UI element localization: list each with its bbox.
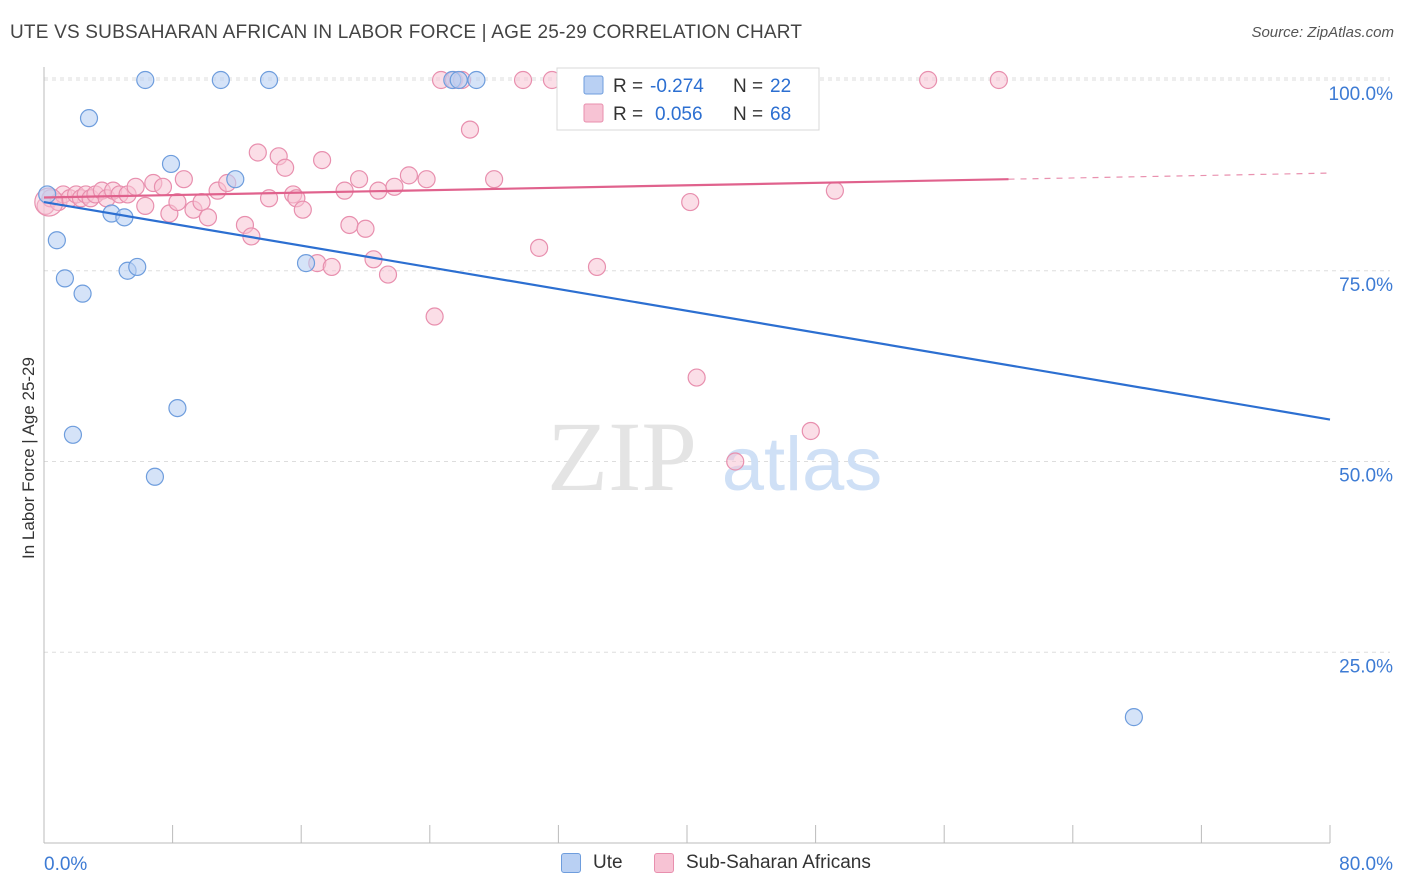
ute-point-16 xyxy=(259,70,279,90)
ute-point-5 xyxy=(79,109,99,128)
y-tick-label-50: 50.0% xyxy=(1339,466,1393,487)
ssa-point-47 xyxy=(399,166,419,185)
chart-title: UTE VS SUBSAHARAN AFRICAN IN LABOR FORCE… xyxy=(10,22,803,43)
ssa-point-64 xyxy=(726,452,745,471)
ssa-point-23 xyxy=(192,192,211,212)
ssa-point-67 xyxy=(919,70,938,90)
ute-point-4 xyxy=(73,284,92,303)
ssa-point-65 xyxy=(801,421,820,441)
stats-ssa-r-label: R = xyxy=(613,104,643,125)
y-tick-label-100: 100.0% xyxy=(1329,84,1394,105)
ssa-point-40 xyxy=(340,215,359,235)
ssa-point-38 xyxy=(322,257,341,277)
stats-ssa-n-label: N = xyxy=(733,104,763,125)
legend-item-ssa[interactable]: Sub-Saharan Africans xyxy=(654,852,871,874)
legend-item-ute[interactable]: Ute xyxy=(561,852,623,874)
ute-point-21 xyxy=(1124,708,1143,727)
ute-point-20 xyxy=(467,70,486,90)
ssa-point-21 xyxy=(174,170,193,189)
legend-label-ute: Ute xyxy=(593,852,623,873)
ssa-point-32 xyxy=(276,158,295,177)
ssa-point-56 xyxy=(530,238,549,257)
stats-swatch-ute xyxy=(583,75,604,95)
ute-trend-line xyxy=(43,200,1331,421)
series-ute xyxy=(38,70,1143,727)
ssa-point-53 xyxy=(460,120,480,139)
watermark: ZIP atlas xyxy=(547,401,882,512)
ute-point-10 xyxy=(136,70,155,90)
watermark-zip: ZIP xyxy=(547,401,697,512)
watermark-atlas: atlas xyxy=(722,422,883,507)
ssa-point-42 xyxy=(356,219,375,238)
ssa-point-20 xyxy=(168,192,187,212)
stats-ute-r-value: -0.274 xyxy=(650,76,704,97)
ssa-point-37 xyxy=(312,151,332,170)
ssa-point-49 xyxy=(425,307,444,326)
ute-point-14 xyxy=(211,70,230,90)
stats-ssa-r-value: 0.056 xyxy=(655,104,703,125)
ssa-point-55 xyxy=(513,70,533,90)
tick-labels: 25.0% 50.0% 75.0% 100.0% 0.0% 80.0% xyxy=(44,84,1393,875)
x-tick-label-min: 0.0% xyxy=(44,854,87,875)
y-tick-label-25: 25.0% xyxy=(1339,656,1393,677)
stats-ute-n-label: N = xyxy=(733,76,763,97)
stats-swatch-ssa xyxy=(583,103,604,123)
source-label: Source: ZipAtlas.com xyxy=(1251,24,1394,41)
grid-lines xyxy=(44,77,1390,653)
ute-point-2 xyxy=(55,269,74,288)
legend-label-ssa: Sub-Saharan Africans xyxy=(686,852,871,873)
ssa-point-35 xyxy=(293,200,312,219)
ssa-point-46 xyxy=(385,177,404,196)
ute-point-15 xyxy=(226,170,245,189)
ute-point-12 xyxy=(168,398,187,418)
ute-point-11 xyxy=(161,154,181,174)
stats-ute-r-label: R = xyxy=(613,76,643,97)
x-tick-label-max: 80.0% xyxy=(1339,854,1393,875)
ssa-point-68 xyxy=(989,70,1008,90)
y-axis-label: In Labor Force | Age 25-29 xyxy=(19,357,38,559)
ssa-trend-line xyxy=(43,178,1009,199)
ssa-point-66 xyxy=(825,181,844,200)
ssa-point-54 xyxy=(485,170,504,189)
stats-ute-n-value: 22 xyxy=(770,76,791,97)
ssa-point-41 xyxy=(349,170,369,189)
ssa-point-18 xyxy=(153,177,173,196)
ssa-point-63 xyxy=(687,368,706,387)
ute-point-9 xyxy=(128,257,147,277)
ute-point-0 xyxy=(38,185,57,204)
ute-point-1 xyxy=(47,231,66,250)
y-tick-label-75: 75.0% xyxy=(1339,275,1393,296)
ute-point-3 xyxy=(63,425,83,444)
legend: Ute Sub-Saharan Africans xyxy=(0,852,1406,882)
trend-lines xyxy=(43,172,1331,421)
stats-box: R = -0.274 N = 22 R = 0.056 N = 68 xyxy=(556,67,820,131)
ute-point-13 xyxy=(145,467,165,486)
legend-swatch-ute xyxy=(561,853,581,873)
ssa-trend-line-extrapolated xyxy=(1008,172,1331,180)
ssa-point-29 xyxy=(248,143,267,162)
ssa-point-60 xyxy=(587,257,607,277)
ssa-point-15 xyxy=(126,177,145,196)
ssa-point-48 xyxy=(417,170,436,189)
stats-ssa-n-value: 68 xyxy=(770,104,791,125)
ssa-point-16 xyxy=(136,196,155,215)
ssa-point-62 xyxy=(681,192,700,212)
ute-point-19 xyxy=(449,70,468,90)
legend-swatch-ssa xyxy=(654,853,674,873)
ssa-point-24 xyxy=(198,208,218,227)
ssa-point-45 xyxy=(378,265,398,284)
ute-point-17 xyxy=(296,254,316,273)
